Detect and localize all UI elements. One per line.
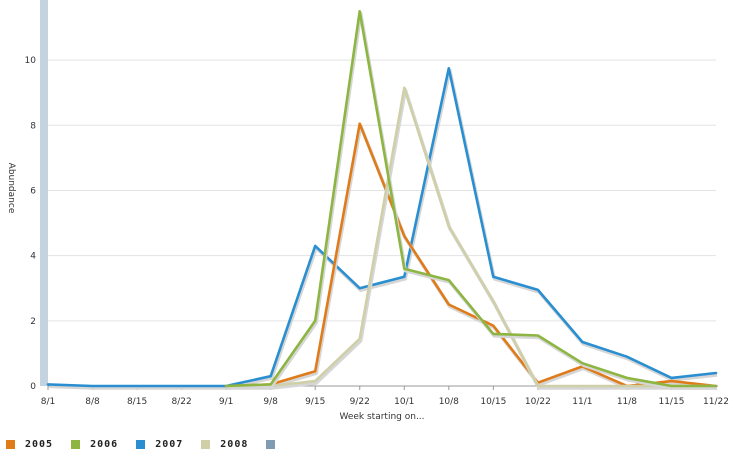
series-line-2008 — [224, 86, 718, 388]
legend-item-2007[interactable]: 2007 — [136, 439, 183, 450]
legend-swatch-2007 — [136, 439, 146, 449]
legend-item-2008[interactable]: 2008 — [201, 439, 248, 450]
x-tick-label: 8/22 — [171, 397, 191, 407]
series-line-2006 — [224, 10, 718, 388]
y-tick-label: 10 — [25, 56, 37, 66]
series-shadow-2005 — [227, 123, 718, 390]
x-tick-label: 9/8 — [263, 397, 278, 407]
legend-swatch-extra — [266, 439, 276, 449]
legend-swatch-2008 — [201, 439, 211, 449]
legend-swatch-2006 — [71, 439, 81, 449]
y-axis-band — [40, 0, 48, 386]
y-tick-label: 8 — [30, 121, 36, 131]
legend-swatch-2005 — [6, 439, 15, 449]
y-axis-title: Abundance — [6, 163, 16, 214]
x-tick-label: 10/8 — [439, 397, 459, 407]
y-tick-label: 0 — [30, 382, 36, 392]
x-tick-label: 8/8 — [85, 397, 100, 407]
x-tick-label: 11/22 — [703, 397, 729, 407]
series-shadow-2006 — [227, 11, 717, 390]
x-tick-label: 8/1 — [41, 397, 55, 407]
y-tick-label: 2 — [30, 317, 36, 327]
legend-label-2005: 2005 — [25, 438, 54, 450]
x-tick-label: 10/15 — [480, 397, 506, 407]
x-tick-label: 9/1 — [219, 397, 233, 407]
legend-item-2006[interactable]: 2006 — [71, 439, 118, 450]
x-tick-label: 11/8 — [617, 397, 637, 407]
legend-item-2005[interactable]: 2005 — [6, 439, 53, 450]
legend: 2005 2006 2007 2008 — [6, 437, 303, 451]
series-shadow-2007 — [48, 68, 718, 390]
x-axis-title: Week starting on... — [339, 412, 424, 422]
y-tick-label: 6 — [30, 186, 36, 196]
series-line-2007 — [46, 67, 718, 388]
x-tick-label: 10/22 — [525, 397, 551, 407]
legend-label-2007: 2007 — [155, 438, 184, 450]
x-tick-label: 9/15 — [305, 397, 325, 407]
x-tick-label: 11/1 — [572, 397, 592, 407]
y-tick-label: 4 — [30, 252, 36, 262]
legend-item-extra[interactable] — [266, 439, 285, 449]
legend-label-2008: 2008 — [220, 438, 249, 450]
x-tick-label: 11/15 — [658, 397, 684, 407]
x-tick-label: 10/1 — [394, 397, 414, 407]
x-tick-label: 9/22 — [350, 397, 370, 407]
legend-label-2006: 2006 — [90, 438, 119, 450]
x-tick-label: 8/15 — [127, 397, 147, 407]
